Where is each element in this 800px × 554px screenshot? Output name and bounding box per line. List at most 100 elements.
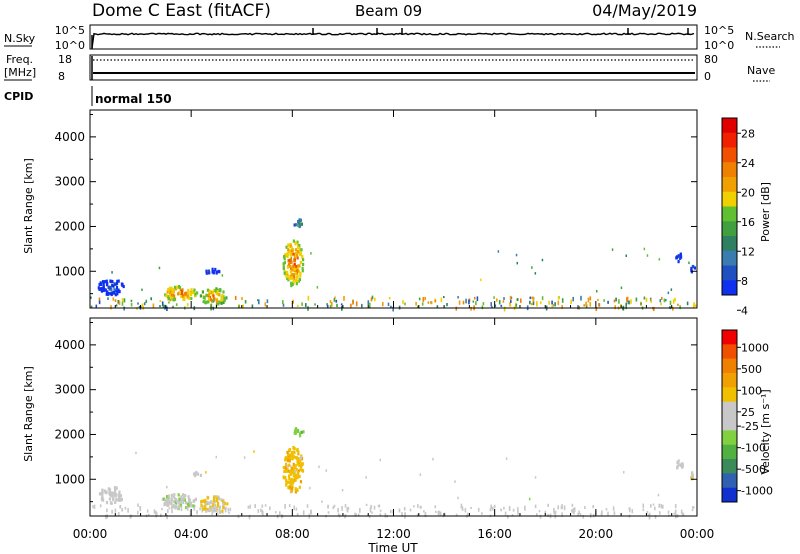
scatter-point	[432, 457, 434, 461]
scatter-point	[257, 509, 260, 513]
scatter-point	[630, 299, 632, 304]
scatter-point	[331, 302, 333, 307]
scatter-point	[647, 513, 650, 517]
scatter-point	[365, 503, 368, 507]
scatter-point	[243, 456, 246, 459]
echo-cell	[295, 475, 298, 479]
colorbar-segment	[722, 401, 737, 417]
scatter-point	[194, 504, 196, 508]
scatter-point	[600, 512, 603, 516]
echo-cell	[205, 269, 208, 273]
power-colorbar-label: Power [dB]	[759, 182, 772, 242]
scatter-point	[127, 508, 129, 513]
scatter-point	[402, 300, 404, 304]
echo-cell	[209, 507, 212, 511]
power-colorbar: 28 24 20 16 12 8 4	[721, 117, 755, 317]
nave-tick-bottom: 0	[704, 70, 711, 83]
echo-cell	[225, 296, 228, 300]
scatter-point	[398, 508, 401, 513]
echo-cell	[691, 471, 694, 475]
scatter-point	[544, 510, 547, 515]
echo-cell	[215, 495, 218, 499]
echo-cell	[690, 266, 693, 270]
echo-cell	[291, 457, 294, 461]
echo-cell	[212, 498, 215, 502]
echo-cell	[174, 501, 177, 505]
echo-cell	[205, 500, 208, 504]
echo-cell	[169, 289, 172, 294]
scatter-point	[490, 302, 492, 307]
echo-cell	[108, 497, 111, 501]
echo-cell	[105, 292, 108, 296]
echo-cell	[219, 510, 222, 514]
scatter-point	[626, 296, 629, 302]
scatter-point	[145, 299, 148, 304]
scatter-point	[369, 507, 372, 513]
echo-cell	[192, 499, 195, 504]
scatter-point	[368, 515, 371, 519]
echo-cell	[285, 478, 288, 482]
echo-cell	[299, 468, 302, 472]
scatter-point	[371, 295, 374, 300]
echo-cell	[287, 248, 290, 252]
scatter-point	[580, 295, 582, 301]
echo-cell	[167, 288, 170, 292]
scatter-point	[461, 508, 464, 511]
echo-cell	[292, 474, 295, 478]
colorbar-frame	[721, 329, 738, 503]
nave-label: Nave	[747, 64, 775, 77]
scatter-point	[327, 511, 330, 514]
echo-cell	[292, 466, 295, 470]
scatter-point	[511, 514, 514, 517]
echo-cell	[289, 270, 292, 274]
echo-cell	[112, 498, 115, 502]
echo-cell	[101, 495, 104, 499]
colorbar-segment	[722, 330, 737, 345]
scatter-point	[137, 510, 139, 515]
y-tick-label: 1000	[54, 472, 85, 486]
scatter-point	[427, 301, 430, 304]
velocity-panel-frame	[89, 317, 698, 517]
echo-cell	[676, 460, 679, 465]
echo-cell	[298, 485, 301, 489]
scatter-point	[175, 303, 178, 306]
echo-cell	[222, 502, 225, 506]
echo-cell	[187, 296, 190, 300]
echo-cell	[301, 469, 304, 473]
scatter-point	[379, 458, 381, 462]
echo-cell	[116, 279, 119, 283]
scatter-point	[560, 505, 563, 510]
scatter-point	[141, 303, 144, 307]
scatter-point	[612, 506, 615, 511]
echo-cell	[293, 275, 296, 279]
scatter-point	[658, 503, 660, 508]
scatter-point	[293, 505, 295, 511]
echo-cell	[194, 474, 197, 478]
echo-cell	[226, 502, 229, 506]
echo-cell	[299, 222, 302, 226]
echo-cell	[170, 493, 173, 497]
echo-cell	[297, 457, 300, 461]
echo-cell	[114, 500, 117, 504]
echo-cell	[212, 503, 215, 507]
echo-cell	[204, 301, 207, 305]
scatter-point	[159, 299, 162, 303]
echo-cell	[296, 471, 299, 475]
echo-cell	[297, 469, 300, 473]
scatter-point	[340, 303, 343, 306]
scatter-point	[390, 509, 392, 514]
echo-cell	[290, 489, 293, 493]
echo-cell	[114, 282, 117, 286]
echo-cell	[289, 242, 292, 247]
echo-cell	[298, 277, 301, 282]
scatter-point	[196, 510, 198, 514]
echo-cell	[679, 463, 682, 467]
echo-cell	[105, 501, 109, 505]
scatter-point	[548, 300, 550, 305]
scatter-point	[318, 465, 320, 469]
scatter-point	[646, 511, 649, 514]
scatter-point	[490, 504, 492, 510]
echo-cell	[293, 447, 296, 451]
scatter-point	[454, 480, 456, 483]
